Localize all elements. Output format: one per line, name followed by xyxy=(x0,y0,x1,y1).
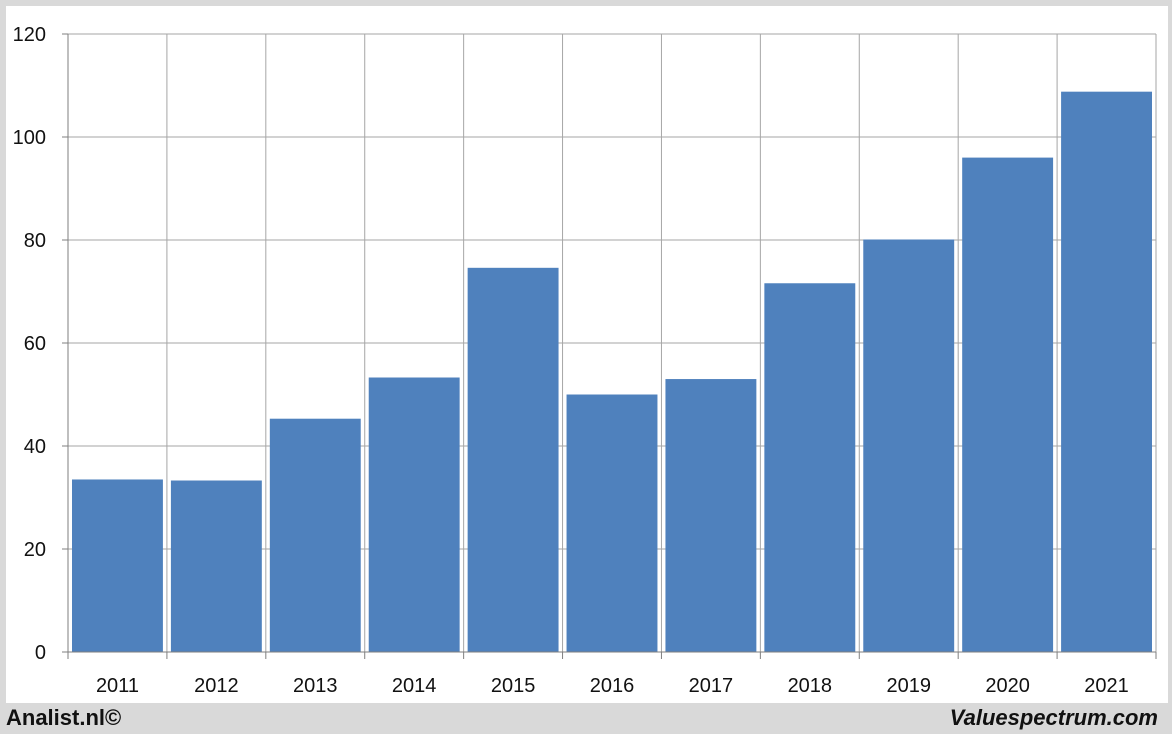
footer-right-credit: Valuespectrum.com xyxy=(949,705,1158,730)
y-tick-label: 100 xyxy=(13,127,46,149)
y-tick-label: 80 xyxy=(24,230,46,252)
bar-2018 xyxy=(764,283,856,652)
y-tick-label: 0 xyxy=(35,642,46,664)
x-tick-label: 2014 xyxy=(392,675,437,697)
bar-2019 xyxy=(863,239,955,653)
x-tick-label: 2016 xyxy=(590,675,635,697)
x-tick-label: 2019 xyxy=(886,675,931,697)
x-tick-label: 2011 xyxy=(96,675,139,697)
bar-2017 xyxy=(665,379,757,652)
x-tick-label: 2017 xyxy=(689,675,734,697)
bar-2015 xyxy=(467,267,559,652)
x-tick-label: 2012 xyxy=(194,675,239,697)
x-tick-label: 2020 xyxy=(985,675,1030,697)
x-tick-label: 2015 xyxy=(491,675,536,697)
bar-2014 xyxy=(368,377,460,652)
y-tick-label: 120 xyxy=(13,24,46,46)
y-tick-label: 60 xyxy=(24,333,46,355)
footer-left-credit: Analist.nl© xyxy=(6,705,122,730)
bar-2011 xyxy=(72,479,163,652)
y-tick-label: 20 xyxy=(24,539,46,561)
x-tick-label: 2013 xyxy=(293,675,338,697)
bar-2013 xyxy=(269,418,361,652)
bar-2020 xyxy=(962,157,1054,652)
bar-2016 xyxy=(566,394,658,652)
y-tick-label: 40 xyxy=(24,436,46,458)
x-tick-label: 2018 xyxy=(788,675,833,697)
bar-chart: 0 20 40 60 80 100 120 2011 2012 2013 2014 2015 2016 2… xyxy=(13,24,1157,697)
bar-2021 xyxy=(1061,91,1152,653)
x-tick-label: 2021 xyxy=(1084,675,1129,697)
bar-2012 xyxy=(170,480,262,652)
